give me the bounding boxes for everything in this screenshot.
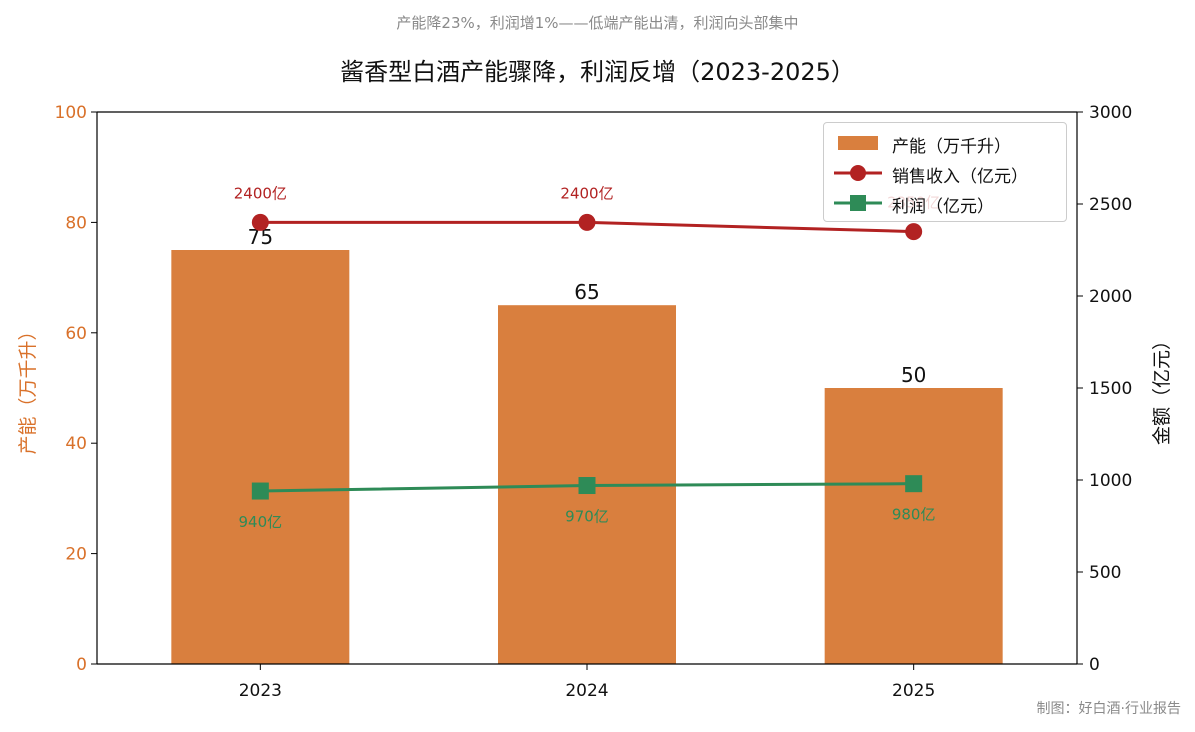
x-tick-label: 2025 <box>892 681 935 701</box>
y2-axis-label: 金额（亿元） <box>1151 331 1173 445</box>
x-tick-label: 2023 <box>239 681 282 701</box>
chart-credit: 制图：好白酒·行业报告 <box>1036 701 1181 717</box>
chart-subtitle: 产能降23%，利润增1%——低端产能出清，利润向头部集中 <box>396 14 799 32</box>
legend-item-revenue: 销售收入（亿元） <box>824 159 1066 187</box>
bar-data-label: 50 <box>901 363 926 387</box>
revenue-data-label: 2400亿 <box>234 184 287 202</box>
y-tick-label: 0 <box>76 655 87 675</box>
y2-tick-label: 1000 <box>1089 471 1132 491</box>
bar-capacity-2025 <box>824 388 1003 664</box>
profit-data-label: 970亿 <box>565 508 609 526</box>
y2-tick-label: 1500 <box>1089 379 1132 399</box>
chart-legend: 产能（万千升） 销售收入（亿元） 利润（亿元） <box>823 122 1067 222</box>
legend-swatch-bar <box>838 136 878 150</box>
y-tick-label: 60 <box>65 324 87 344</box>
y-tick-label: 80 <box>65 213 87 233</box>
chart-title: 酱香型白酒产能骤降，利润反增（2023-2025） <box>340 58 855 86</box>
y-tick-label: 40 <box>65 434 87 454</box>
profit-data-label: 940亿 <box>239 513 283 531</box>
y-tick-label: 20 <box>65 545 87 565</box>
profit-data-label: 980亿 <box>892 506 936 524</box>
point-revenue-2025 <box>905 223 923 241</box>
legend-label-profit: 利润（亿元） <box>892 197 994 217</box>
point-profit-2024 <box>578 477 596 495</box>
bar-data-label: 65 <box>574 280 599 304</box>
y-axis-label: 产能（万千升） <box>17 321 39 454</box>
y2-tick-label: 500 <box>1089 563 1121 583</box>
legend-item-profit: 利润（亿元） <box>824 189 1066 217</box>
point-profit-2025 <box>905 475 923 493</box>
y2-tick-label: 2500 <box>1089 195 1132 215</box>
y-tick-label: 100 <box>55 103 87 123</box>
legend-swatch-revenue <box>834 165 882 181</box>
point-revenue-2023 <box>251 213 269 231</box>
y2-tick-label: 3000 <box>1089 103 1132 123</box>
x-tick-label: 2024 <box>565 681 608 701</box>
point-revenue-2024 <box>578 213 596 231</box>
legend-swatch-profit <box>834 195 882 211</box>
y2-tick-label: 0 <box>1089 655 1100 675</box>
bar-capacity-2023 <box>171 250 350 664</box>
point-profit-2023 <box>251 482 269 500</box>
legend-label-capacity: 产能（万千升） <box>892 137 1011 157</box>
revenue-data-label: 2400亿 <box>560 184 613 202</box>
legend-item-capacity: 产能（万千升） <box>824 129 1066 157</box>
legend-label-revenue: 销售收入（亿元） <box>892 167 1028 187</box>
y2-tick-label: 2000 <box>1089 287 1132 307</box>
